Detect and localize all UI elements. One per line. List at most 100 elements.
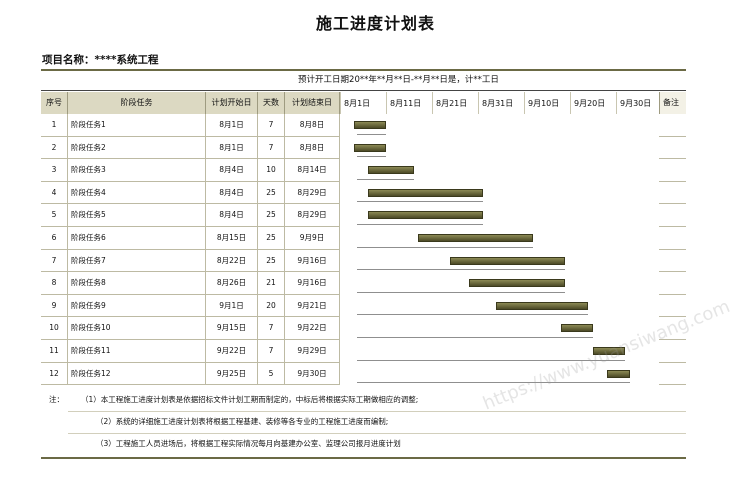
gantt-bar xyxy=(353,121,386,129)
header-plan-end: 计划结束日 xyxy=(285,92,340,114)
note-divider xyxy=(68,411,686,412)
seq-cell: 5 xyxy=(41,204,68,227)
gantt-cell xyxy=(340,340,659,363)
gantt-baseline xyxy=(357,314,589,316)
plan-start-cell: 9月1日 xyxy=(206,294,258,318)
seq-cell: 2 xyxy=(41,136,68,160)
gantt-cell xyxy=(340,182,659,205)
gantt-baseline xyxy=(357,133,386,135)
bottom-rule xyxy=(41,457,686,459)
days-cell: 25 xyxy=(258,181,285,205)
plan-end-cell: 9月16日 xyxy=(285,272,340,295)
gantt-bar xyxy=(560,324,593,333)
table-row: 10 阶段任务10 9月15日 7 9月22日 xyxy=(41,317,686,340)
task-name-cell: 阶段任务7 xyxy=(68,249,206,273)
table-row: 4 阶段任务4 8月4日 25 8月29日 xyxy=(41,181,686,205)
table-row: 6 阶段任务6 8月15日 25 9月9日 xyxy=(41,227,686,250)
plan-end-cell: 9月16日 xyxy=(285,249,340,273)
plan-end-cell: 9月21日 xyxy=(285,294,340,318)
seq-cell: 12 xyxy=(41,362,68,386)
seq-cell: 6 xyxy=(41,227,68,250)
table-row: 5 阶段任务5 8月4日 25 8月29日 xyxy=(41,204,686,227)
gantt-baseline xyxy=(357,359,626,361)
header-days: 天数 xyxy=(258,92,285,114)
seq-cell: 8 xyxy=(41,272,68,295)
plan-end-cell: 8月14日 xyxy=(285,159,340,182)
seq-cell: 3 xyxy=(41,159,68,182)
days-cell: 7 xyxy=(258,114,285,137)
seq-cell: 10 xyxy=(41,317,68,340)
days-cell: 10 xyxy=(258,159,285,182)
project-name: 项目名称：****系统工程 xyxy=(42,54,159,66)
days-cell: 7 xyxy=(258,340,285,363)
table-row: 11 阶段任务11 9月22日 7 9月29日 xyxy=(41,340,686,363)
gantt-bar xyxy=(468,279,566,288)
gantt-cell xyxy=(340,272,659,295)
date-gridline xyxy=(478,92,479,114)
top-rule xyxy=(41,69,686,71)
gantt-baseline xyxy=(357,382,630,384)
task-name-cell: 阶段任务2 xyxy=(68,136,206,160)
remark-cell xyxy=(659,363,686,386)
date-label: 8月31日 xyxy=(482,99,514,108)
plan-end-cell: 8月8日 xyxy=(285,136,340,160)
date-label: 9月20日 xyxy=(574,99,606,108)
date-gridline xyxy=(386,92,387,114)
plan-end-cell: 8月29日 xyxy=(285,181,340,205)
days-cell: 25 xyxy=(258,204,285,227)
task-name-cell: 阶段任务9 xyxy=(68,294,206,318)
table-row: 3 阶段任务3 8月4日 10 8月14日 xyxy=(41,159,686,182)
remark-cell xyxy=(659,295,686,318)
plan-start-cell: 8月26日 xyxy=(206,272,258,295)
days-cell: 5 xyxy=(258,362,285,386)
gantt-baseline xyxy=(357,223,483,225)
plan-start-cell: 8月15日 xyxy=(206,227,258,250)
gantt-cell xyxy=(340,227,659,250)
header-remark: 备注 xyxy=(659,92,686,114)
days-cell: 20 xyxy=(258,294,285,318)
gantt-cell xyxy=(340,317,659,340)
gantt-bar xyxy=(367,211,483,220)
notes-label: 注： xyxy=(49,395,64,404)
gantt-baseline xyxy=(357,246,534,248)
note-3: （3）工程施工人员进场后，将根据工程实际情况每月向基建办公室、监理公司报月进度计… xyxy=(96,439,401,448)
gantt-cell xyxy=(340,159,659,182)
table-row: 8 阶段任务8 8月26日 21 9月16日 xyxy=(41,272,686,295)
date-gridline xyxy=(570,92,571,114)
gantt-cell xyxy=(340,204,659,227)
remark-cell xyxy=(659,250,686,273)
task-name-cell: 阶段任务3 xyxy=(68,159,206,182)
note-divider xyxy=(68,433,686,434)
gantt-bar xyxy=(496,301,589,310)
seq-cell: 4 xyxy=(41,181,68,205)
plan-start-cell: 8月1日 xyxy=(206,136,258,160)
date-label: 8月21日 xyxy=(436,99,468,108)
date-gridline xyxy=(432,92,433,114)
date-label: 9月10日 xyxy=(528,99,560,108)
gantt-baseline xyxy=(357,178,414,180)
gantt-bar xyxy=(450,256,566,265)
remark-cell xyxy=(659,182,686,205)
header-plan-start: 计划开始日 xyxy=(206,92,258,114)
gantt-bar xyxy=(593,347,626,355)
plan-start-cell: 9月25日 xyxy=(206,362,258,386)
seq-cell: 9 xyxy=(41,294,68,318)
seq-cell: 7 xyxy=(41,249,68,273)
gantt-bar xyxy=(367,166,414,175)
gantt-baseline xyxy=(357,336,593,338)
plan-end-cell: 9月22日 xyxy=(285,317,340,340)
seq-cell: 1 xyxy=(41,114,68,137)
table-row: 12 阶段任务12 9月25日 5 9月30日 xyxy=(41,362,686,386)
table-row: 1 阶段任务1 8月1日 7 8月8日 xyxy=(41,114,686,137)
gantt-bar xyxy=(606,369,630,378)
days-cell: 7 xyxy=(258,136,285,160)
gantt-cell xyxy=(340,114,659,137)
days-cell: 25 xyxy=(258,227,285,250)
date-gridline xyxy=(340,92,341,114)
gantt-baseline xyxy=(357,269,566,271)
plan-end-cell: 8月8日 xyxy=(285,114,340,137)
task-name-cell: 阶段任务5 xyxy=(68,204,206,227)
plan-start-cell: 9月15日 xyxy=(206,317,258,340)
schedule-note: 预计开工日期20**年**月**日-**月**日是，计**工日 xyxy=(298,75,499,85)
date-label: 8月11日 xyxy=(390,99,422,108)
